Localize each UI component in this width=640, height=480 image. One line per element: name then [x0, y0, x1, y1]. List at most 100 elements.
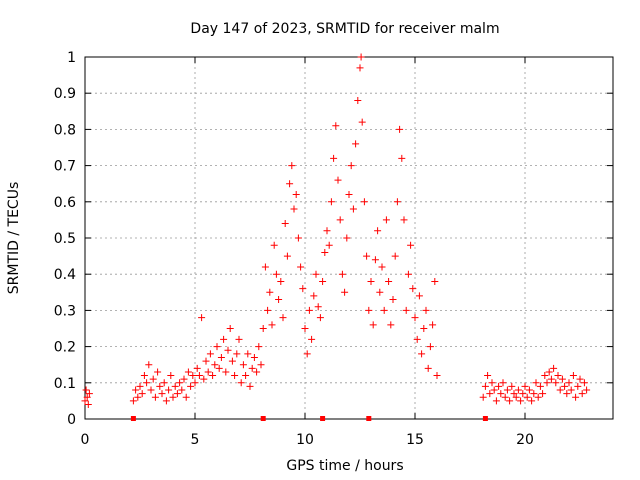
data-point [369, 321, 377, 329]
data-point [275, 296, 283, 304]
data-point [206, 350, 214, 358]
data-point [321, 248, 329, 256]
data-point [145, 361, 153, 369]
data-point [332, 122, 340, 130]
data-point [521, 382, 529, 390]
data-point [574, 382, 582, 390]
data-point [81, 397, 89, 405]
data-point [279, 314, 287, 322]
data-point [173, 390, 181, 398]
data-point [222, 368, 230, 376]
gap-marker [482, 416, 488, 421]
data-point [248, 364, 256, 372]
data-point [490, 386, 498, 394]
data-point [286, 180, 294, 188]
data-point [404, 270, 412, 278]
data-point [270, 241, 278, 249]
gap-marker [260, 416, 266, 421]
data-point [378, 263, 386, 271]
data-point [169, 393, 177, 401]
data-point [193, 364, 201, 372]
y-tick-label: 0 [67, 412, 76, 428]
data-point [407, 241, 415, 249]
y-tick-label: 1 [67, 50, 76, 66]
data-point [138, 390, 146, 398]
data-point [292, 191, 300, 199]
data-point [389, 296, 397, 304]
data-point [129, 397, 137, 405]
data-point [341, 288, 349, 296]
data-point [272, 270, 280, 278]
data-point [132, 386, 140, 394]
data-point [343, 234, 351, 242]
data-point [180, 375, 188, 383]
data-point [303, 350, 311, 358]
x-tick-label: 20 [516, 432, 534, 448]
data-point [257, 361, 265, 369]
data-point [253, 368, 261, 376]
data-point [162, 397, 170, 405]
data-point [367, 277, 375, 285]
data-point [83, 393, 91, 401]
gap-marker [320, 416, 326, 421]
data-point [156, 382, 164, 390]
data-point [409, 285, 417, 293]
data-point [233, 350, 241, 358]
data-point [393, 198, 401, 206]
data-point [198, 314, 206, 322]
data-point [552, 379, 560, 387]
data-points [81, 53, 591, 409]
data-point [261, 263, 269, 271]
data-point [360, 198, 368, 206]
data-point [316, 314, 324, 322]
data-point [550, 364, 558, 372]
data-point [357, 53, 365, 61]
data-point [413, 335, 421, 343]
data-point [506, 397, 514, 405]
data-point [242, 372, 250, 380]
data-point [237, 379, 245, 387]
data-point [345, 191, 353, 199]
data-point [420, 325, 428, 332]
data-point [492, 397, 500, 405]
x-tick-label: 0 [81, 432, 90, 448]
data-point [543, 379, 551, 387]
data-point [165, 386, 173, 394]
data-point [294, 234, 302, 242]
data-point [556, 386, 564, 394]
data-point [283, 252, 291, 260]
data-point [224, 346, 232, 354]
data-point [151, 393, 159, 401]
data-point [431, 277, 439, 285]
data-point [334, 176, 342, 184]
data-point [352, 140, 360, 148]
data-point [82, 386, 90, 394]
data-point [264, 306, 272, 314]
gap-markers [130, 416, 488, 421]
data-point [411, 314, 419, 322]
data-point [189, 372, 197, 380]
data-point [281, 220, 289, 228]
data-point [539, 390, 547, 398]
data-point [338, 270, 346, 278]
data-point [191, 379, 199, 387]
data-point [319, 277, 327, 285]
data-point [545, 368, 553, 376]
data-point [200, 375, 208, 383]
gap-marker [130, 416, 136, 421]
data-point [567, 386, 575, 394]
data-point [158, 390, 166, 398]
data-point [514, 386, 522, 394]
data-point [433, 372, 441, 380]
data-point [429, 321, 437, 329]
data-point [308, 335, 316, 343]
data-point [171, 382, 179, 390]
data-point [569, 372, 577, 380]
data-point [255, 343, 263, 351]
data-point [349, 205, 357, 213]
data-point [167, 372, 175, 380]
data-point [312, 270, 320, 278]
data-point [85, 390, 93, 398]
data-point [501, 393, 509, 401]
data-point [400, 216, 408, 224]
